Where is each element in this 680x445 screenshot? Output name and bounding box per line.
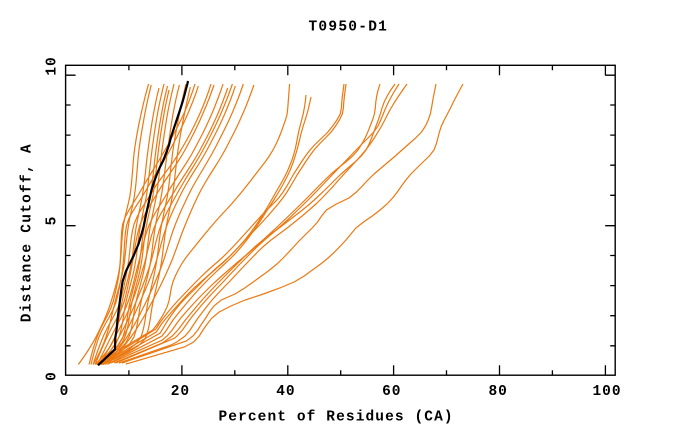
svg-text:80: 80 (488, 384, 507, 400)
svg-text:Distance Cutoff, A: Distance Cutoff, A (20, 143, 36, 322)
svg-text:10: 10 (45, 56, 61, 75)
svg-text:60: 60 (382, 384, 401, 400)
svg-text:0: 0 (60, 384, 70, 400)
svg-text:0: 0 (45, 371, 61, 381)
svg-text:40: 40 (276, 384, 295, 400)
svg-text:5: 5 (45, 216, 61, 226)
svg-text:20: 20 (171, 384, 190, 400)
svg-text:Percent of Residues (CA): Percent of Residues (CA) (218, 410, 453, 426)
svg-text:T0950-D1: T0950-D1 (308, 19, 388, 35)
svg-text:100: 100 (593, 384, 622, 400)
